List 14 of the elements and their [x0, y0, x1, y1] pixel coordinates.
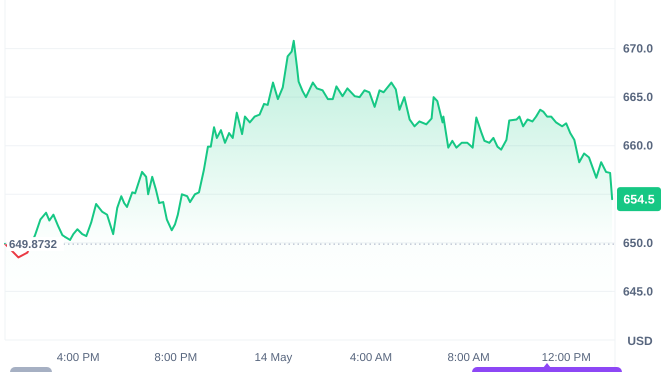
annotation: 654.5	[623, 192, 655, 207]
x-tick-label: 4:00 AM	[350, 352, 392, 364]
x-tick-label: 14 May	[254, 352, 293, 364]
x-tick-label: 8:00 AM	[448, 352, 490, 364]
y-tick-label: 660.0	[622, 138, 654, 153]
x-tick-label: 12:00 PM	[542, 352, 591, 364]
y-tick-label: 645.0	[622, 284, 654, 298]
y-axis-title: USD	[627, 334, 653, 348]
x-tick-label: 4:00 PM	[56, 352, 100, 364]
x-tick-label: 8:00 PM	[154, 352, 198, 364]
ref-line-label: 649.8732	[9, 239, 57, 252]
y-tick-label: 650.0	[622, 236, 654, 250]
y-tick-label: 665.0	[622, 90, 654, 104]
y-tick-label: 670.0	[622, 42, 654, 56]
